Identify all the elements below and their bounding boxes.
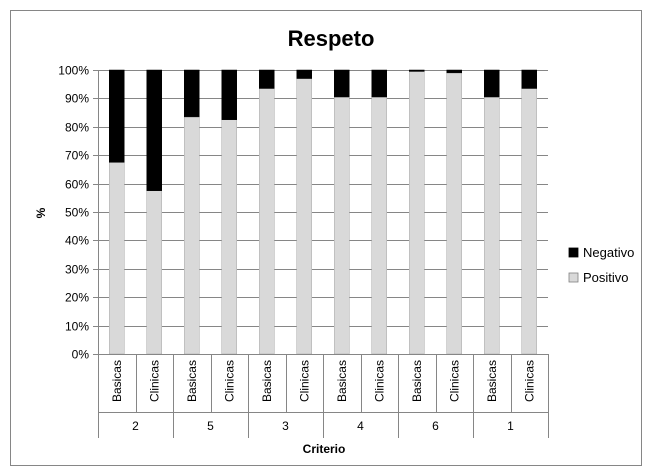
bar-negativo (296, 69, 312, 79)
bar-positivo (184, 116, 200, 355)
category-label: Clinicas (447, 360, 461, 402)
group-label: 6 (432, 419, 439, 433)
bar-positivo (409, 71, 425, 355)
category-label: Clinicas (147, 360, 161, 402)
x-axis-title: Criterio (303, 442, 346, 456)
category-label: Clinicas (372, 360, 386, 402)
bar-positivo (296, 78, 312, 355)
category-label: Basicas (110, 360, 124, 402)
group-label: 1 (507, 419, 514, 433)
chart-title: Respeto (288, 26, 375, 51)
y-tick-label: 80% (65, 121, 89, 135)
bar-negativo (521, 69, 537, 89)
bar-positivo (446, 72, 462, 355)
legend-swatch-negativo (568, 247, 579, 258)
gridlines (98, 70, 548, 327)
y-tick-label: 30% (65, 263, 89, 277)
bar-positivo (109, 162, 125, 355)
y-tick-label: 40% (65, 234, 89, 248)
legend-label-positivo: Positivo (583, 270, 629, 285)
bar-positivo (521, 88, 537, 355)
legend-swatch-positivo (568, 272, 579, 283)
group-label: 2 (132, 419, 139, 433)
y-tick-label: 100% (58, 64, 89, 78)
y-tick-label: 20% (65, 291, 89, 305)
y-axis-title: % (34, 207, 48, 218)
bar-positivo (259, 88, 275, 355)
bar-negativo (184, 69, 200, 118)
y-tick-label: 0% (72, 348, 90, 362)
legend: Negativo Positivo (568, 245, 634, 285)
group-label: 5 (207, 419, 214, 433)
bar-positivo (371, 96, 387, 355)
category-label: Basicas (185, 360, 199, 402)
bar-negativo (484, 69, 500, 98)
y-tick-label: 90% (65, 92, 89, 106)
bar-positivo (484, 96, 500, 355)
bar-negativo (259, 69, 275, 89)
y-tick-label: 10% (65, 320, 89, 334)
group-label: 3 (282, 419, 289, 433)
bar-negativo (109, 69, 125, 163)
bars (109, 69, 537, 355)
y-tick-label: 70% (65, 149, 89, 163)
bar-negativo (334, 69, 350, 98)
bar-positivo (334, 96, 350, 355)
category-label: Clinicas (222, 360, 236, 402)
y-tick-label: 60% (65, 178, 89, 192)
legend-label-negativo: Negativo (583, 245, 634, 260)
bar-negativo (221, 69, 237, 120)
bar-positivo (146, 190, 162, 355)
category-label: Clinicas (522, 360, 536, 402)
group-label: 4 (357, 419, 364, 433)
bar-positivo (221, 119, 237, 355)
y-tick-label: 50% (65, 206, 89, 220)
category-label: Basicas (485, 360, 499, 402)
bar-negativo (371, 69, 387, 98)
axes: 0% 10% 20% 30% 40% 50% 60% 70% 80% 90% 100% Basicas… (58, 64, 549, 438)
category-label: Basicas (335, 360, 349, 402)
bar-negativo (409, 69, 425, 72)
bar-negativo (446, 69, 462, 74)
category-label: Clinicas (297, 360, 311, 402)
bar-negativo (146, 69, 162, 191)
category-label: Basicas (410, 360, 424, 402)
category-label: Basicas (260, 360, 274, 402)
chart-border (10, 10, 642, 466)
